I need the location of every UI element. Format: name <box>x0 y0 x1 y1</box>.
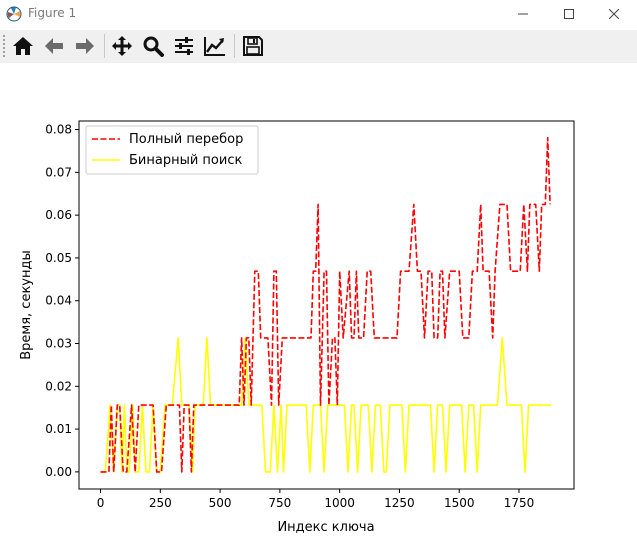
x-tick-label: 0 <box>97 496 105 510</box>
home-button[interactable] <box>11 34 35 58</box>
y-tick-label: 0.05 <box>45 251 72 265</box>
legend-label-binary-search: Бинарный поиск <box>129 153 242 168</box>
toolbar-separator <box>104 34 105 58</box>
figure-canvas[interactable]: 0 250 500 750 1000 1250 1500 1750 0.000.010.020… <box>0 63 637 540</box>
maximize-icon <box>564 9 574 19</box>
y-axis: 0.00 0.01 0.02 0.03 0.04 0.05 0.06 0.07 0.08 <box>45 123 79 479</box>
x-axis-label: Индекс ключа <box>277 520 374 535</box>
y-tick-label: 0.03 <box>45 337 72 351</box>
minimize-icon <box>518 13 528 15</box>
toolbar-grip[interactable] <box>2 34 6 58</box>
legend-label-full-search: Полный перебор <box>129 132 243 147</box>
home-icon <box>13 37 33 55</box>
y-tick-label: 0.08 <box>45 123 72 137</box>
y-tick-label: 0.02 <box>45 379 72 393</box>
y-tick-label: 0.00 <box>45 465 72 479</box>
maximize-button[interactable] <box>546 0 592 28</box>
y-tick-label: 0.01 <box>45 422 72 436</box>
window-title: Figure 1 <box>28 6 77 20</box>
save-icon <box>243 36 263 56</box>
x-tick-label: 1500 <box>444 496 475 510</box>
edit-axis-button[interactable] <box>203 34 227 58</box>
back-button[interactable] <box>42 34 66 58</box>
configure-subplots-icon <box>175 37 193 55</box>
x-tick-label: 250 <box>149 496 172 510</box>
axes-frame <box>78 120 575 490</box>
y-axis-label: Время, секунды <box>19 250 34 360</box>
x-tick-label: 1750 <box>504 496 535 510</box>
close-icon <box>609 9 619 19</box>
series-line-binary-search <box>100 337 552 473</box>
zoom-icon <box>143 36 164 57</box>
legend: Полный перебор Бинарный поиск <box>85 125 259 175</box>
y-tick-label: 0.06 <box>45 208 72 222</box>
x-tick-label: 1250 <box>384 496 415 510</box>
legend-box <box>85 125 259 175</box>
y-tick-label: 0.07 <box>45 165 72 179</box>
x-tick-label: 1000 <box>324 496 355 510</box>
x-tick-label: 500 <box>209 496 232 510</box>
pan-button[interactable] <box>110 34 134 58</box>
pan-icon <box>112 36 132 56</box>
configure-subplots-button[interactable] <box>172 34 196 58</box>
toolbar-separator <box>234 34 235 58</box>
x-tick-label: 750 <box>268 496 291 510</box>
forward-button[interactable] <box>73 34 97 58</box>
close-button[interactable] <box>591 0 637 28</box>
y-tick-label: 0.04 <box>45 294 72 308</box>
edit-axis-icon <box>204 37 225 56</box>
title-bar: Figure 1 <box>0 0 637 28</box>
navigation-toolbar <box>0 30 637 63</box>
save-button[interactable] <box>241 34 265 58</box>
matplotlib-logo-icon <box>6 6 22 22</box>
series-line-full-search <box>100 136 551 473</box>
zoom-button[interactable] <box>141 34 165 58</box>
x-axis: 0 250 500 750 1000 1250 1500 1750 <box>97 489 535 510</box>
forward-arrow-icon <box>76 38 94 54</box>
plot-lines <box>100 136 552 473</box>
back-arrow-icon <box>45 38 63 54</box>
minimize-button[interactable] <box>500 0 546 28</box>
